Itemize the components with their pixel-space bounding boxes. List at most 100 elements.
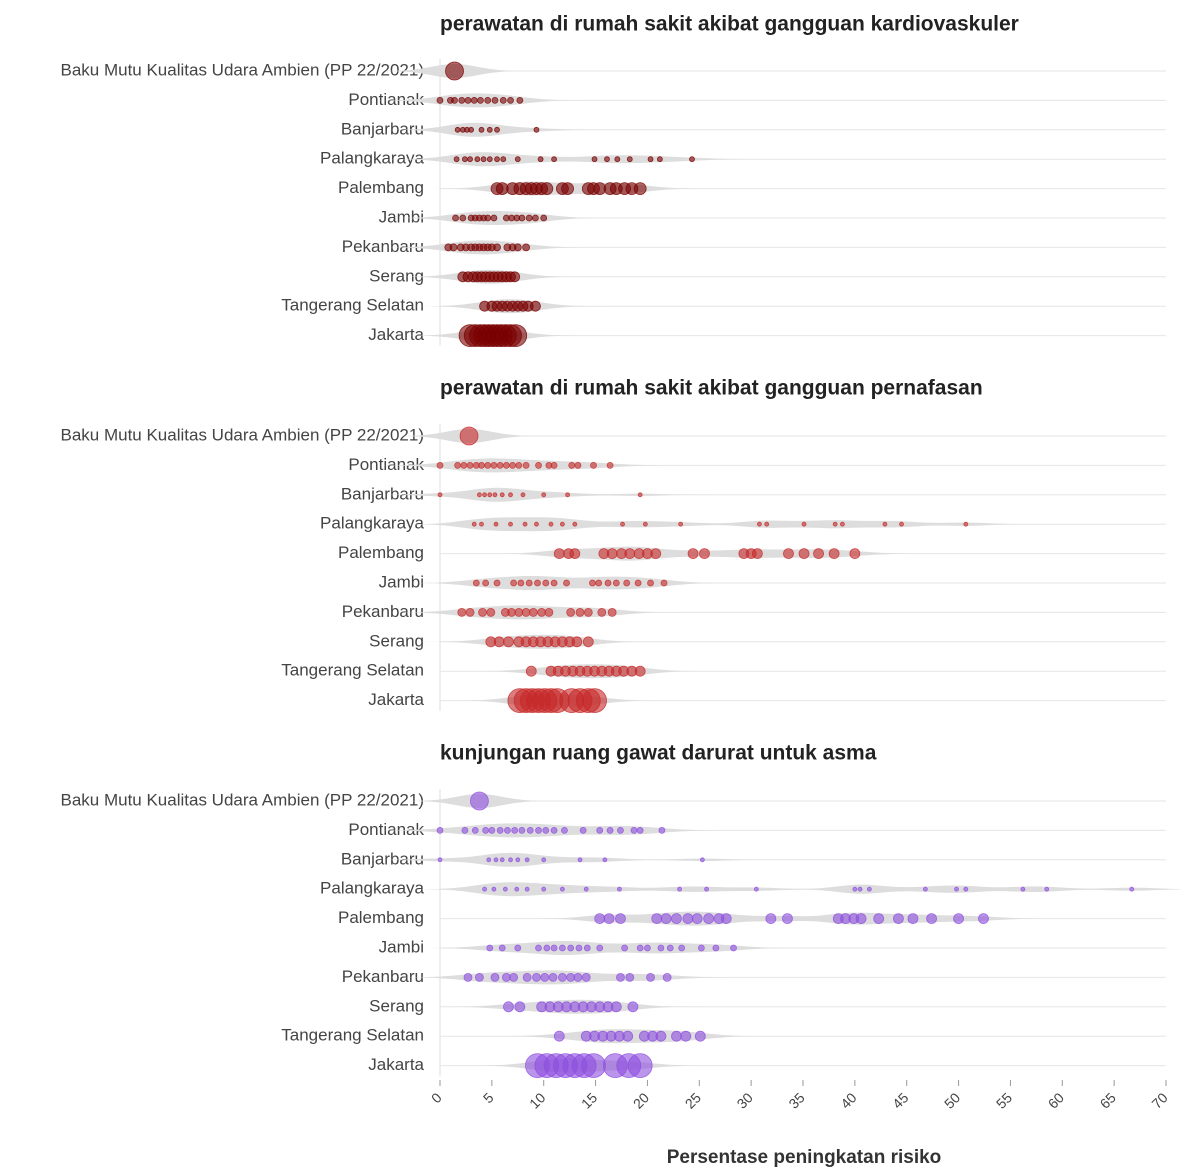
row-group	[371, 823, 731, 838]
violin	[387, 211, 613, 225]
point	[590, 461, 597, 469]
point	[596, 827, 604, 834]
point	[482, 492, 487, 498]
point	[522, 973, 532, 982]
row-group	[416, 299, 604, 314]
row-group	[386, 61, 523, 81]
point	[486, 857, 492, 863]
row-label: Jambi	[379, 207, 424, 226]
point	[524, 857, 530, 863]
point	[528, 608, 538, 617]
point	[557, 973, 567, 982]
point	[540, 182, 554, 196]
point	[591, 156, 598, 163]
point	[612, 579, 620, 587]
x-tick-label: 45	[889, 1089, 911, 1111]
point	[518, 827, 526, 834]
point	[583, 886, 589, 892]
point	[534, 521, 539, 527]
point	[515, 461, 523, 469]
point	[953, 913, 964, 924]
point	[499, 857, 505, 863]
point	[451, 97, 458, 104]
x-tick-label: 40	[837, 1089, 859, 1111]
point	[533, 126, 540, 133]
point	[582, 688, 607, 713]
point	[548, 973, 558, 982]
point	[480, 156, 487, 163]
row-label: Pekanbaru	[342, 967, 424, 986]
row-label: Banjarbaru	[341, 484, 424, 503]
point	[596, 944, 604, 952]
point	[499, 492, 505, 498]
row-group	[407, 576, 733, 590]
point	[518, 214, 526, 222]
point	[496, 461, 504, 469]
point	[671, 913, 682, 924]
point	[484, 461, 492, 469]
point	[703, 913, 715, 924]
row-label: Pekanbaru	[342, 237, 424, 256]
point	[637, 492, 643, 498]
point	[484, 214, 492, 222]
point	[595, 579, 603, 587]
row-group	[421, 941, 802, 955]
point	[486, 944, 494, 952]
point	[636, 827, 644, 834]
point	[515, 857, 521, 863]
point	[559, 521, 565, 527]
point	[963, 521, 969, 527]
row-label: Tangerang Selatan	[281, 1026, 424, 1045]
point	[566, 973, 576, 982]
x-tick-label: 35	[785, 1089, 807, 1111]
point	[513, 243, 522, 252]
point	[472, 579, 480, 587]
point	[535, 827, 542, 834]
point	[514, 886, 520, 892]
point	[657, 944, 665, 952]
point	[437, 492, 443, 498]
point	[436, 97, 444, 104]
point	[573, 973, 583, 982]
row-label: Jakarta	[368, 690, 424, 709]
point	[689, 156, 695, 163]
point	[504, 827, 511, 834]
point	[496, 827, 504, 834]
point	[474, 156, 481, 163]
point	[541, 857, 547, 863]
row-label: Tangerang Selatan	[281, 296, 424, 315]
point	[526, 827, 534, 834]
point	[494, 156, 500, 163]
point	[699, 857, 705, 863]
point	[751, 548, 763, 559]
point	[542, 579, 550, 587]
point	[677, 886, 682, 892]
point	[490, 461, 498, 469]
point	[524, 886, 530, 892]
violin	[405, 517, 1035, 532]
violin	[371, 852, 771, 867]
point	[882, 521, 888, 527]
point	[543, 944, 551, 952]
panel-title: kunjungan ruang gawat darurat untuk asma	[440, 742, 877, 765]
point	[482, 827, 490, 834]
point	[525, 214, 533, 222]
point	[899, 521, 904, 527]
point	[575, 608, 585, 617]
point	[521, 608, 531, 617]
point	[666, 944, 674, 952]
point	[893, 913, 904, 924]
point	[508, 857, 513, 863]
point	[682, 913, 694, 924]
point	[828, 548, 840, 559]
point	[445, 61, 464, 81]
panel-title: perawatan di rumah sakit akibat gangguan…	[440, 377, 983, 400]
point	[544, 608, 554, 617]
row-group	[469, 1053, 709, 1078]
point	[486, 156, 493, 163]
row-group	[405, 517, 1035, 532]
point	[470, 97, 478, 104]
row-group	[440, 999, 702, 1014]
point	[493, 636, 505, 648]
point	[621, 944, 629, 952]
